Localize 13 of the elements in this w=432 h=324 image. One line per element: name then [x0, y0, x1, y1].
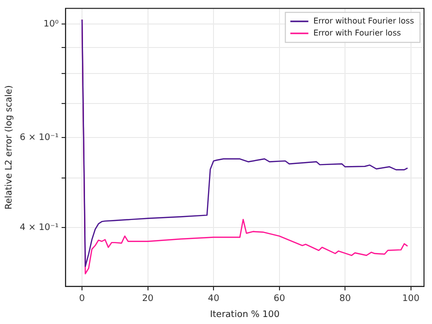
- legend-label: Error without Fourier loss: [313, 16, 414, 26]
- x-axis-title: Iteration % 100: [210, 310, 280, 320]
- y-tick-label: 6 × 10⁻¹: [20, 132, 59, 143]
- x-tick-label: 80: [339, 294, 352, 304]
- x-tick-label: 20: [142, 294, 154, 304]
- x-tick-label: 40: [208, 294, 220, 304]
- x-tick-label: 100: [402, 294, 420, 304]
- y-axis-title: Relative L2 error (log scale): [4, 85, 15, 210]
- legend-label: Error with Fourier loss: [313, 28, 401, 38]
- x-tick-label: 0: [79, 294, 86, 304]
- y-tick-label: 10⁰: [44, 19, 59, 30]
- x-tick-label: 60: [274, 294, 286, 304]
- y-tick-label: 4 × 10⁻¹: [20, 222, 59, 233]
